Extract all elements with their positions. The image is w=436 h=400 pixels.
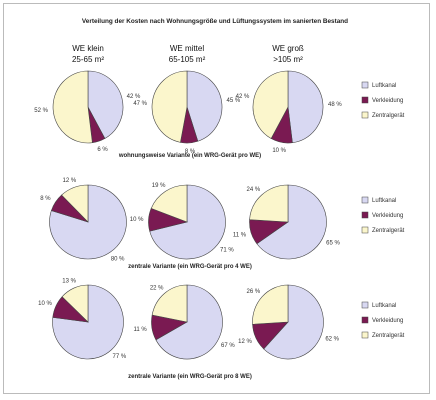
legend-label-row3-1: Luftkanal <box>372 303 396 309</box>
pie-pct-label-row3-col1-2: 10 % <box>38 301 52 307</box>
pie-slice-zentralgeraet-row2-col1 <box>61 184 89 223</box>
pie-slice-zentralgeraet-row3-col2 <box>151 284 188 323</box>
pie-pct-label-row2-col1-3: 12 % <box>63 178 77 184</box>
pie-pct-label-row3-col2-1: 67 % <box>221 343 235 349</box>
pie-charts-group: 42 % 6 % 52 % 45 % 8 % 47 % 48 % 10 % 42 % wohnun… <box>34 70 405 380</box>
pie-slice-zentralgeraet-row3-col1 <box>61 284 89 323</box>
pie-slice-zentralgeraet-row2-col3 <box>249 184 289 223</box>
pie-pct-label-row1-col2-2: 8 % <box>185 149 196 155</box>
pie-pct-label-row3-col2-2: 11 % <box>133 327 147 333</box>
legend-swatch-row3-1 <box>361 301 369 309</box>
pie-pct-label-row1-col1-2: 6 % <box>97 147 108 153</box>
row-title-2: zentrale Variante (ein WRG-Gerät pro 4 W… <box>128 264 252 270</box>
pie-slice-luftkanal-row2-col3 <box>256 184 327 260</box>
pie-pct-label-row3-col1-3: 13 % <box>62 279 76 285</box>
pie-slice-zentralgeraet-row2-col2 <box>150 184 188 223</box>
pie-slice-luftkanal-row1-col2 <box>186 70 223 142</box>
pie-pct-label-row1-col1-3: 52 % <box>34 108 48 114</box>
pie-pct-label-row2-col3-3: 24 % <box>247 187 261 193</box>
pie-pct-label-row3-col3-2: 12 % <box>238 339 252 345</box>
pie-pct-label-row3-col2-3: 22 % <box>150 285 164 291</box>
pie-pct-label-row1-col1-1: 42 % <box>127 94 141 100</box>
pie-pct-label-row1-col2-1: 45 % <box>227 98 241 104</box>
pie-pct-label-row2-col2-3: 19 % <box>152 183 166 189</box>
legend-label-row1-1: Luftkanal <box>372 83 396 89</box>
pie-pct-label-row1-col3-2: 10 % <box>272 148 286 154</box>
legend-swatch-row1-1 <box>361 81 369 89</box>
column-3-heading-line1: WE groß <box>272 44 304 53</box>
legend-label-row2-3: Zentralgerät <box>372 228 405 234</box>
pie-slice-luftkanal-row1-col3 <box>287 70 324 144</box>
column-1-heading-line1: WE klein <box>72 44 104 53</box>
legend-label-row1-3: Zentralgerät <box>372 113 405 119</box>
pie-slice-luftkanal-row1-col1 <box>87 70 124 139</box>
legend-swatch-row1-2 <box>361 96 369 104</box>
pie-pct-label-row1-col3-3: 42 % <box>236 94 250 100</box>
legend-swatch-row1-3 <box>361 111 369 119</box>
pie-slice-zentralgeraet-row1-col3 <box>252 70 289 139</box>
pie-pct-label-row3-col3-1: 62 % <box>325 337 339 343</box>
pie-pct-label-row2-col3-2: 11 % <box>233 233 247 239</box>
pie-pct-label-row2-col1-2: 8 % <box>40 196 51 202</box>
legend-label-row3-3: Zentralgerät <box>372 333 405 339</box>
pie-slice-zentralgeraet-row1-col2 <box>151 70 188 143</box>
column-2-heading-line1: WE mittel <box>170 44 204 53</box>
legend-swatch-row2-2 <box>361 211 369 219</box>
pie-pct-label-row3-col3-3: 26 % <box>247 289 261 295</box>
row-title-1: wohnungsweise Variante (ein WRG-Gerät pr… <box>118 153 261 159</box>
pie-pct-label-row2-col1-1: 80 % <box>111 256 125 262</box>
legend-swatch-row3-3 <box>361 331 369 339</box>
pie-slice-zentralgeraet-row3-col3 <box>252 284 289 325</box>
row-title-3: zentrale Variante (ein WRG-Gerät pro 8 W… <box>128 374 252 380</box>
pie-row-3: 77 % 10 % 13 % 67 % 11 % 22 % 62 % 12 % 26 % zent… <box>38 279 405 380</box>
pie-pct-label-row2-col3-1: 65 % <box>326 240 340 246</box>
legend-label-row1-2: Verkleidung <box>372 98 403 104</box>
legend-swatch-row2-1 <box>361 196 369 204</box>
legend-label-row2-2: Verkleidung <box>372 213 403 219</box>
pie-slice-luftkanal-row3-col2 <box>155 284 223 360</box>
legend-label-row2-1: Luftkanal <box>372 198 396 204</box>
figure-title: Verteilung der Kosten nach Wohnungsgröße… <box>82 18 348 25</box>
pie-pct-label-row1-col3-1: 48 % <box>328 102 342 108</box>
pie-pct-label-row3-col1-1: 77 % <box>113 354 127 360</box>
pie-pct-label-row2-col2-2: 10 % <box>130 217 144 223</box>
column-3-heading-line2: >105 m² <box>273 55 303 64</box>
pie-slice-luftkanal-row3-col3 <box>263 284 324 360</box>
column-1-heading-line2: 25-65 m² <box>72 55 104 64</box>
legend-swatch-row2-3 <box>361 226 369 234</box>
pie-slice-zentralgeraet-row1-col1 <box>52 70 93 144</box>
pie-pct-label-row1-col2-3: 47 % <box>133 101 147 107</box>
column-2-heading-line2: 65-105 m² <box>169 55 206 64</box>
pie-slice-luftkanal-row3-col1 <box>52 284 124 360</box>
legend-swatch-row3-2 <box>361 316 369 324</box>
legend-label-row3-2: Verkleidung <box>372 318 403 324</box>
pie-row-2: 80 % 8 % 12 % 71 % 10 % 19 % 65 % 11 % 24 % zentr… <box>40 178 404 270</box>
pie-row-1: 42 % 6 % 52 % 45 % 8 % 47 % 48 % 10 % 42 % wohnun… <box>34 70 405 159</box>
pie-pct-label-row2-col2-1: 71 % <box>220 248 234 254</box>
